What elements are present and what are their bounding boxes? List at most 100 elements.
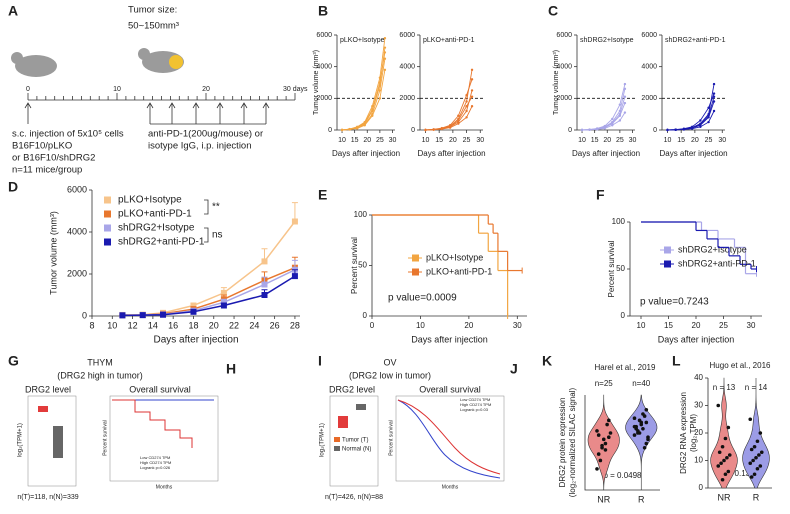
x-tick-label: 20 (209, 320, 219, 330)
plot-frame (109, 395, 219, 482)
marker (220, 302, 227, 309)
y-tick-label: 2000 (399, 95, 415, 102)
y-tick-label: 2000 (641, 95, 657, 102)
marker (611, 117, 614, 121)
data-point (596, 433, 601, 437)
marker (355, 125, 359, 129)
y-tick-label: 40 (694, 373, 703, 382)
x-tick-label: R (753, 492, 760, 502)
data-point (720, 444, 725, 449)
legend-label: Tumor (T) (342, 438, 368, 444)
data-point (759, 450, 764, 455)
marker (666, 128, 669, 132)
x-tick-label: 25 (616, 137, 624, 144)
x-tick-label: 26 (270, 320, 280, 330)
chart: 0 50 100 10 15 20 25 30 Days after injection Perc… (607, 217, 762, 344)
panel-subtitle: (DRG2 low in tumor) (349, 370, 431, 380)
panel-label: I (318, 353, 322, 369)
x-tick-label: 30 (513, 321, 522, 330)
chart-title: shDRG2+anti-PD-1 (665, 37, 726, 44)
data-point (752, 444, 757, 449)
data-point (601, 437, 606, 442)
legend-swatch (104, 210, 111, 218)
marker (220, 289, 227, 296)
x-tick-label: 10 (664, 137, 672, 144)
chart-title: pLKO+anti-PD-1 (423, 37, 475, 44)
y-axis-label: Tumor volume (mm³) (313, 50, 320, 115)
legend-swatch (104, 196, 111, 204)
box (338, 416, 348, 428)
legend-label: shDRG2+Isotype (678, 244, 747, 254)
marker (160, 311, 167, 318)
count-label: n(T)=426, n(N)=88 (325, 494, 383, 501)
data-point (752, 472, 757, 477)
marker (432, 128, 435, 131)
line (342, 58, 386, 131)
x-axis-label: Days after injection (332, 149, 400, 158)
n-label: n=25 (595, 379, 614, 388)
marker (291, 273, 298, 280)
arrow (149, 104, 267, 125)
y-axis-label: Tumor volume (mm³) (553, 50, 560, 115)
panel-label: F (596, 187, 605, 203)
x-tick-label: 20 (691, 137, 699, 144)
data-point (758, 431, 763, 435)
x-tick-label: 10 (637, 321, 646, 330)
panel-i: OV (DRG2 low in tumor) DRG2 level Overal… (320, 357, 505, 501)
marker (378, 89, 382, 92)
marker (588, 128, 591, 131)
data-point (632, 416, 637, 421)
violin (587, 394, 620, 491)
x-axis-label: Days after injection (659, 149, 727, 158)
y-axis-label: DRG2 protein expression (558, 398, 567, 488)
data-point (596, 452, 601, 456)
axis-line (419, 35, 483, 131)
x-tick-label: 20 (603, 137, 611, 144)
text: or B16F10/shDRG2 (12, 153, 95, 164)
plot-title: DRG2 level (25, 384, 71, 394)
panel-label: B (318, 3, 328, 19)
count-label: n(T)=118, n(N)=339 (17, 494, 78, 501)
axis-label: Percent survival (388, 420, 394, 456)
marker (465, 93, 468, 97)
x-tick-label: 18 (188, 320, 198, 330)
data-point (646, 435, 650, 440)
y-tick-label: 4000 (399, 64, 415, 71)
y-axis-label: (log₂-normalized SILAC signal) (568, 387, 577, 497)
data-point (719, 461, 723, 466)
marker (190, 308, 197, 315)
legend-swatch (664, 246, 671, 254)
text: 50~150mm³ (128, 21, 179, 32)
x-tick-label: 22 (229, 320, 239, 330)
legend-swatch (104, 238, 111, 246)
x-tick-label: 0 (370, 321, 375, 330)
p-value: p value=0.0009 (388, 293, 457, 304)
x-tick-label: R (638, 494, 645, 504)
x-tick-label: 24 (249, 320, 259, 330)
text: B16F10/pLKO (12, 141, 72, 152)
data-point (717, 450, 722, 455)
x-tick-label: 12 (128, 320, 138, 330)
marker (712, 82, 716, 86)
marker (623, 111, 627, 114)
line (667, 93, 715, 131)
data-point (727, 453, 732, 457)
tick-label: 20 (202, 86, 210, 93)
marker (465, 100, 468, 103)
data-point (644, 407, 649, 412)
data-point (726, 469, 731, 474)
x-tick-label: 10 (422, 137, 430, 144)
marker (470, 95, 474, 98)
data-point (600, 443, 604, 448)
plot-frame (329, 395, 379, 487)
line (122, 221, 296, 316)
y-tick-label: 6000 (67, 184, 87, 194)
y-tick-label: 100 (354, 210, 368, 219)
data-point (755, 466, 760, 471)
x-tick-label: 30 (629, 137, 637, 144)
marker (603, 125, 606, 129)
x-tick-label: 10 (578, 137, 586, 144)
p-value: p = 0.0498 (603, 471, 642, 480)
y-tick-label: 0 (328, 127, 332, 134)
